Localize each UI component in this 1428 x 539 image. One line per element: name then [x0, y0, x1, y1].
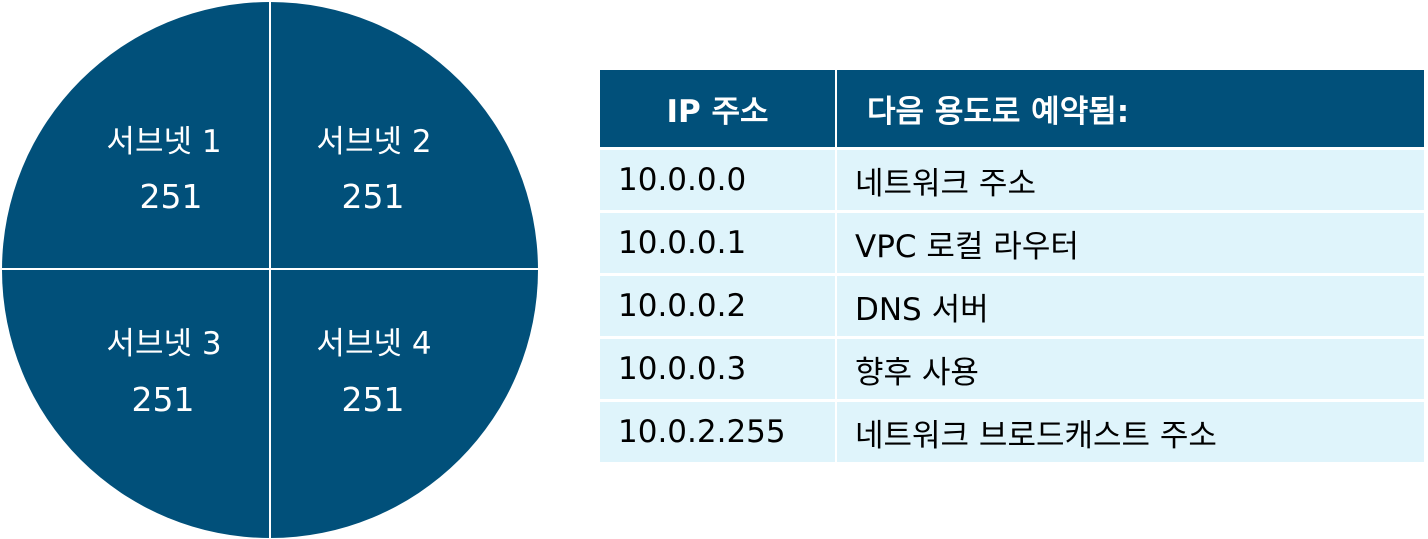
table-row: 10.0.0.1 VPC 로컬 라우터	[600, 210, 1424, 275]
subnet-quadrant-2: 서브넷 2 251	[316, 124, 431, 216]
header-ip-address: IP 주소	[600, 70, 837, 149]
table-header-row: IP 주소 다음 용도로 예약됨:	[600, 70, 1424, 149]
ip-cell: 10.0.0.0	[600, 147, 837, 212]
use-cell: 네트워크 브로드캐스트 주소	[836, 399, 1424, 462]
subnet-count: 251	[132, 380, 195, 419]
ip-cell: 10.0.0.2	[600, 273, 837, 338]
use-cell: 향후 사용	[836, 336, 1424, 401]
subnet-name: 서브넷 1	[106, 124, 221, 160]
ip-cell: 10.0.2.255	[600, 399, 837, 462]
ip-cell: 10.0.0.3	[600, 336, 837, 401]
use-cell: 네트워크 주소	[836, 147, 1424, 212]
table-row: 10.0.2.255 네트워크 브로드캐스트 주소	[600, 399, 1424, 462]
subnet-count: 251	[140, 177, 203, 216]
subnet-name: 서브넷 4	[316, 326, 431, 362]
subnet-quadrant-3: 서브넷 3 251	[106, 326, 221, 419]
table-row: 10.0.0.0 네트워크 주소	[600, 147, 1424, 212]
subnet-quadrant-1: 서브넷 1 251	[106, 124, 221, 216]
subnet-pie-diagram: 서브넷 1 251 서브넷 2 251 서브넷 3 251 서브넷 4 251	[0, 0, 540, 539]
header-reserved-for: 다음 용도로 예약됨:	[836, 70, 1424, 149]
ip-cell: 10.0.0.1	[600, 210, 837, 275]
table-row: 10.0.0.3 향후 사용	[600, 336, 1424, 401]
subnet-quadrant-4: 서브넷 4 251	[316, 326, 431, 419]
reserved-ip-table: IP 주소 다음 용도로 예약됨: 10.0.0.0 네트워크 주소 10.0.…	[600, 70, 1424, 462]
subnet-count: 251	[342, 380, 405, 419]
subnet-count: 251	[342, 177, 405, 216]
use-cell: DNS 서버	[836, 273, 1424, 338]
table-row: 10.0.0.2 DNS 서버	[600, 273, 1424, 338]
subnet-name: 서브넷 3	[106, 326, 221, 362]
use-cell: VPC 로컬 라우터	[836, 210, 1424, 275]
subnet-name: 서브넷 2	[316, 124, 431, 160]
